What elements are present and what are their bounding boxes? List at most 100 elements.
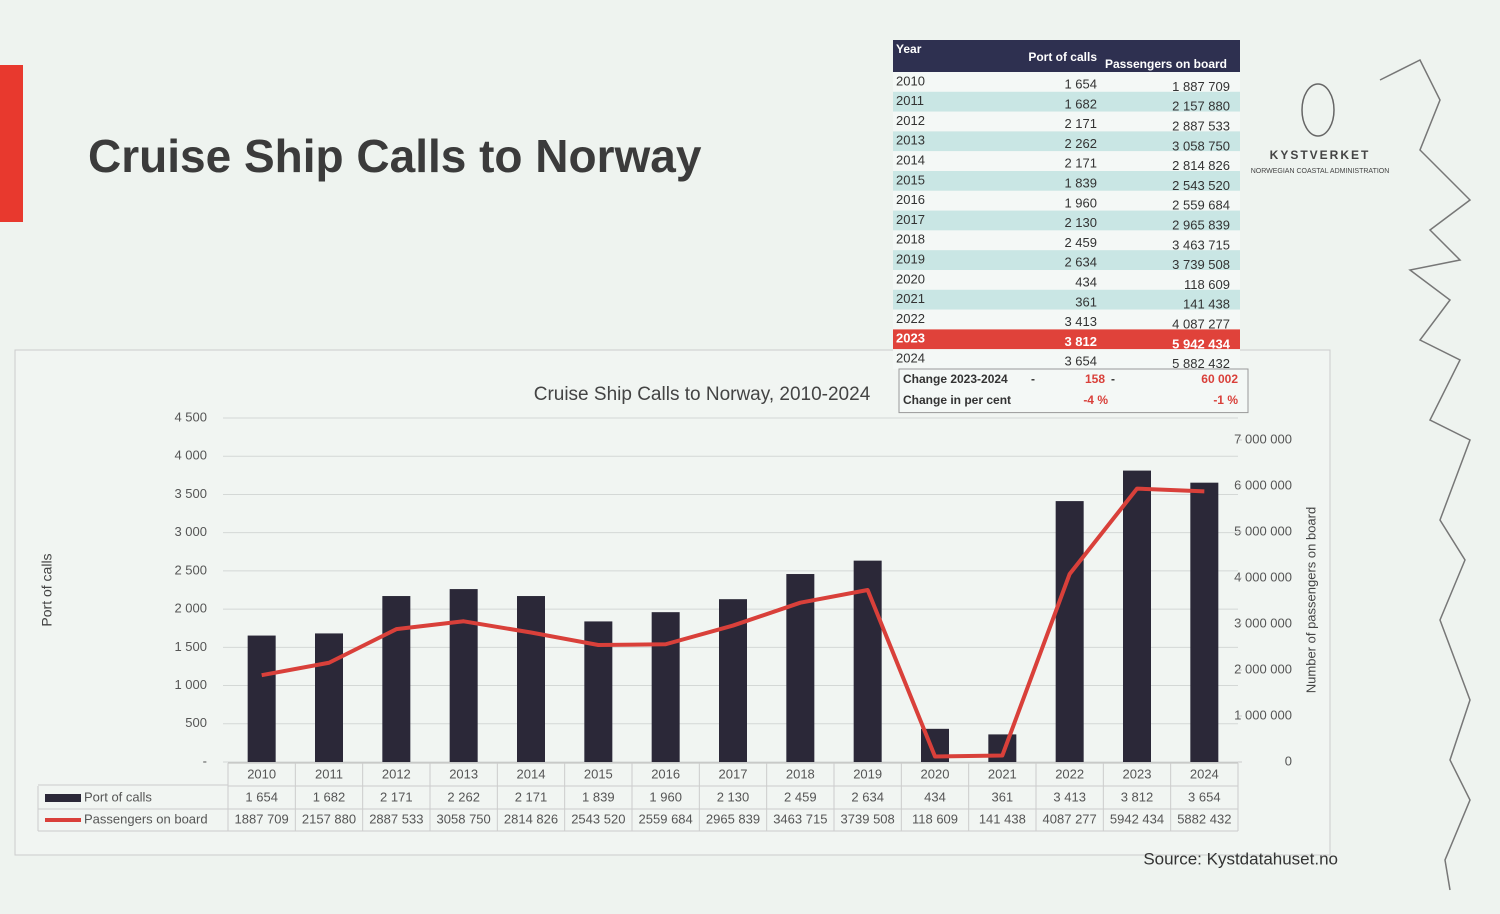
table-cell: 2 887 533 — [1172, 119, 1230, 134]
y-tick-label: 4 500 — [174, 409, 207, 424]
chart: Cruise Ship Calls to Norway, 2010-2024 P… — [37, 384, 1318, 832]
table-cell: 1 960 — [1064, 195, 1097, 210]
table-cell: 361 — [1075, 294, 1097, 309]
legend-swatch — [45, 794, 81, 802]
data-label: 5882 432 — [1177, 811, 1231, 826]
table-row-bg — [893, 270, 1240, 290]
data-label: 2 459 — [784, 789, 817, 804]
summary-table: Year Port of calls Passengers on board 2010… — [893, 40, 1249, 414]
table-row-bg — [893, 72, 1240, 92]
y2-tick-label: 1 000 000 — [1234, 707, 1292, 722]
table-percent-cell: Change in per cent — [903, 393, 1011, 407]
data-label: 2887 533 — [369, 811, 423, 826]
x-tick-label: 2021 — [988, 766, 1017, 781]
data-label: 2965 839 — [706, 811, 760, 826]
table-cell: 141 438 — [1183, 297, 1230, 312]
data-label: 2 262 — [447, 789, 480, 804]
table-row-bg — [893, 250, 1240, 270]
table-cell: 2017 — [896, 212, 925, 227]
slide-title: Cruise Ship Calls to Norway — [88, 130, 702, 182]
y2-tick-label: 2 000 000 — [1234, 661, 1292, 676]
x-tick-label: 2020 — [921, 766, 950, 781]
table-header-cell: Passengers on board — [1105, 57, 1227, 71]
data-label: 4087 277 — [1043, 811, 1097, 826]
y-tick-label: 3 000 — [174, 524, 207, 539]
data-label: 2559 684 — [639, 811, 693, 826]
table-cell: 4 087 277 — [1172, 317, 1230, 332]
table-cell: 2013 — [896, 133, 925, 148]
y2-tick-label: 4 000 000 — [1234, 569, 1292, 584]
table-cell: 2 157 880 — [1172, 99, 1230, 114]
data-label: 2814 826 — [504, 811, 558, 826]
line — [261, 486, 1205, 759]
table-cell: 2 965 839 — [1172, 218, 1230, 233]
table-cell: 3 058 750 — [1172, 138, 1230, 153]
table-row-bg — [893, 91, 1240, 112]
table-change-cell: 158 — [1085, 372, 1105, 386]
bar — [517, 596, 545, 762]
data-label: 361 — [991, 789, 1013, 804]
table-cell: 2 634 — [1064, 255, 1097, 270]
data-label: 1887 709 — [235, 811, 289, 826]
table-cell: 2022 — [896, 311, 925, 326]
table-cell: 2015 — [896, 172, 925, 187]
table-header-bg — [893, 40, 1240, 72]
y2-tick-label: 3 000 000 — [1234, 615, 1292, 630]
table-cell: 2023 — [896, 331, 925, 346]
x-tick-label: 2019 — [853, 766, 882, 781]
accent-bar — [0, 65, 23, 222]
y-tick-label: - — [203, 753, 207, 768]
table-cell: 434 — [1075, 275, 1097, 290]
table-cell: 1 839 — [1064, 176, 1097, 191]
table-change-cell: - — [1111, 372, 1115, 386]
table-row-bg — [893, 131, 1240, 152]
chart-frame — [14, 349, 1331, 856]
bar — [315, 633, 343, 762]
y-tick-label: 1 000 — [174, 677, 207, 692]
x-tick-label: 2017 — [719, 766, 748, 781]
data-label: 5942 434 — [1110, 811, 1164, 826]
table-row-bg — [893, 210, 1240, 231]
x-tick-label: 2015 — [584, 766, 613, 781]
table-cell: 5 882 432 — [1172, 356, 1230, 371]
table-row-bg — [893, 111, 1240, 132]
table-cell: 3 463 715 — [1172, 237, 1230, 252]
x-tick-label: 2016 — [651, 766, 680, 781]
table-cell: 1 682 — [1064, 96, 1097, 111]
bar — [1190, 482, 1219, 762]
y-tick-label: 1 500 — [174, 639, 207, 654]
x-tick-label: 2011 — [315, 766, 343, 781]
table-cell: 2 559 684 — [1172, 198, 1230, 213]
table-cell: 3 812 — [1064, 334, 1097, 349]
table-highlight-row — [893, 329, 1240, 350]
y2-axis-title: Number of passengers on board — [1303, 507, 1318, 693]
data-label: 3739 508 — [841, 811, 895, 826]
table-cell: 2021 — [896, 291, 925, 306]
x-tick-label: 2013 — [449, 766, 478, 781]
y2-tick-label: 7 000 000 — [1234, 431, 1292, 446]
bar — [988, 734, 1017, 762]
data-label: 3 413 — [1053, 789, 1086, 804]
x-tick-label: 2012 — [382, 766, 411, 781]
table-cell: 2010 — [896, 73, 925, 88]
table-cell: 2011 — [896, 93, 924, 108]
bar — [449, 589, 478, 762]
source: Source: Kystdatahuset.no — [1143, 849, 1338, 868]
bar — [247, 635, 276, 762]
table-row-bg — [893, 171, 1240, 191]
data-label: 2543 520 — [571, 811, 625, 826]
table-row-bg — [893, 309, 1240, 330]
data-label: 2 130 — [717, 789, 750, 804]
table-header-cell: Year — [896, 42, 922, 56]
table-cell: 1 654 — [1064, 77, 1097, 92]
data-label: 2 171 — [380, 789, 413, 804]
data-label: 2157 880 — [302, 811, 356, 826]
table-cell: 2 814 826 — [1172, 158, 1230, 173]
table-cell: 2014 — [896, 153, 925, 168]
table-percent-cell: -4 % — [1083, 393, 1108, 407]
data-label: 1 654 — [245, 789, 278, 804]
data-label: 2 171 — [515, 789, 548, 804]
table-cell: 2 459 — [1064, 235, 1097, 250]
legend-label: Passengers on board — [84, 811, 208, 826]
table-header-cell: Port of calls — [1028, 50, 1097, 64]
